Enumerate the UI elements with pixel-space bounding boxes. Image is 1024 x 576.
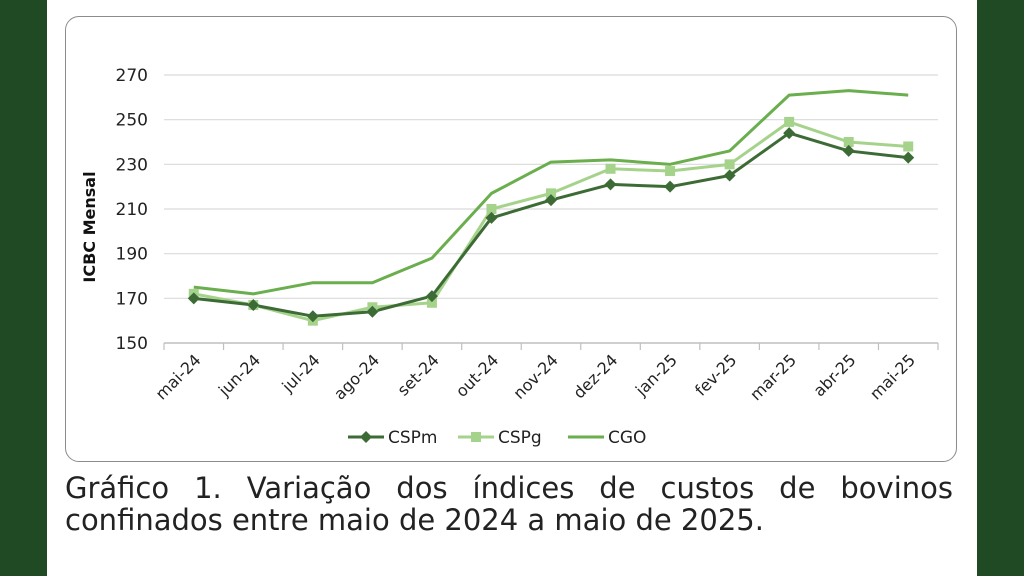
x-tick-label: fev-25 <box>691 350 740 399</box>
marker-CSPg <box>784 116 795 127</box>
marker-CSPg <box>843 137 854 147</box>
marker-CSPg <box>903 141 914 152</box>
chart-frame: 150 170 190 210 230 250 270 mai-24 jun-24 jul-24 a… <box>65 16 957 462</box>
x-tick-label: dez-24 <box>569 350 621 402</box>
x-tick-label: ago-24 <box>330 350 383 403</box>
series-markers <box>187 116 915 326</box>
marker-CSPm <box>485 211 498 224</box>
marker-CSPg <box>546 188 556 199</box>
series-line-CSPg <box>193 120 909 323</box>
marker-CSPm <box>783 127 796 140</box>
legend-label-CGO: CGO <box>608 428 646 448</box>
marker-CSPm <box>842 144 855 157</box>
marker-CSPg <box>724 159 735 170</box>
x-tick-label: jul-24 <box>278 350 324 396</box>
marker-CSPm <box>664 180 677 193</box>
x-tick-label: mar-25 <box>746 350 800 404</box>
legend: CSPm CSPg CGO <box>348 428 646 448</box>
gridlines <box>164 74 938 299</box>
x-tick-label: mai-24 <box>152 350 205 403</box>
x-tick-label: jan-25 <box>631 350 681 400</box>
marker-CSPm <box>723 169 736 182</box>
page: 150 170 190 210 230 250 270 mai-24 jun-24 jul-24 a… <box>47 0 977 576</box>
x-tick-label: jun-24 <box>214 350 264 400</box>
x-tick-label: set-24 <box>394 350 443 399</box>
y-tick-label: 210 <box>116 200 148 220</box>
marker-CSPm <box>902 151 915 164</box>
marker-CSPg <box>486 204 497 214</box>
legend-marker-CSPm <box>360 431 372 443</box>
y-tick-label: 230 <box>116 155 148 175</box>
series-line-CGO <box>193 89 909 296</box>
y-tick-label: 250 <box>116 111 148 131</box>
marker-CSPm <box>545 194 557 207</box>
marker-CSPg <box>426 297 437 308</box>
figure-caption: Gráfico 1. Variação dos índices de custo… <box>65 471 953 537</box>
marker-CSPg <box>605 163 616 174</box>
y-tick-label: 270 <box>116 66 148 86</box>
marker-CSPm <box>425 290 438 303</box>
y-axis-label: ICBC Mensal <box>80 171 99 282</box>
x-tick-label: out-24 <box>452 350 502 400</box>
series-line-CSPm <box>193 131 909 318</box>
legend-label-CSPg: CSPg <box>498 428 542 448</box>
marker-CSPm <box>366 305 379 318</box>
x-tick-label: nov-24 <box>509 350 561 402</box>
legend-marker-CSPg <box>471 432 481 442</box>
marker-CSPg <box>665 166 676 177</box>
x-tick-label: mai-25 <box>866 350 919 403</box>
y-tick-label: 150 <box>116 334 148 354</box>
marker-CSPm <box>187 292 200 305</box>
axes <box>163 342 939 350</box>
y-tick-label: 190 <box>116 245 148 265</box>
y-tick-label: 170 <box>116 289 148 309</box>
x-tick-label: abr-25 <box>810 350 860 400</box>
marker-CSPm <box>247 299 260 312</box>
marker-CSPm <box>306 310 319 323</box>
legend-label-CSPm: CSPm <box>388 428 437 448</box>
marker-CSPm <box>604 178 617 191</box>
